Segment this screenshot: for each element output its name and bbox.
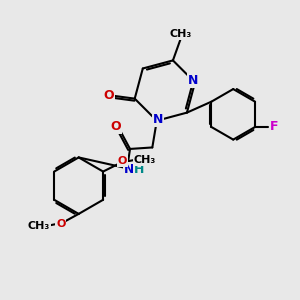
Text: F: F bbox=[270, 121, 278, 134]
Text: CH₃: CH₃ bbox=[27, 221, 50, 231]
Text: N: N bbox=[153, 113, 164, 126]
Text: CH₃: CH₃ bbox=[134, 155, 156, 165]
Text: CH₃: CH₃ bbox=[169, 29, 191, 39]
Text: O: O bbox=[111, 120, 122, 133]
Text: O: O bbox=[56, 219, 65, 229]
Text: N: N bbox=[188, 74, 199, 88]
Text: O: O bbox=[118, 156, 127, 166]
Text: N: N bbox=[124, 163, 135, 176]
Text: H: H bbox=[134, 163, 145, 176]
Text: O: O bbox=[103, 89, 114, 102]
